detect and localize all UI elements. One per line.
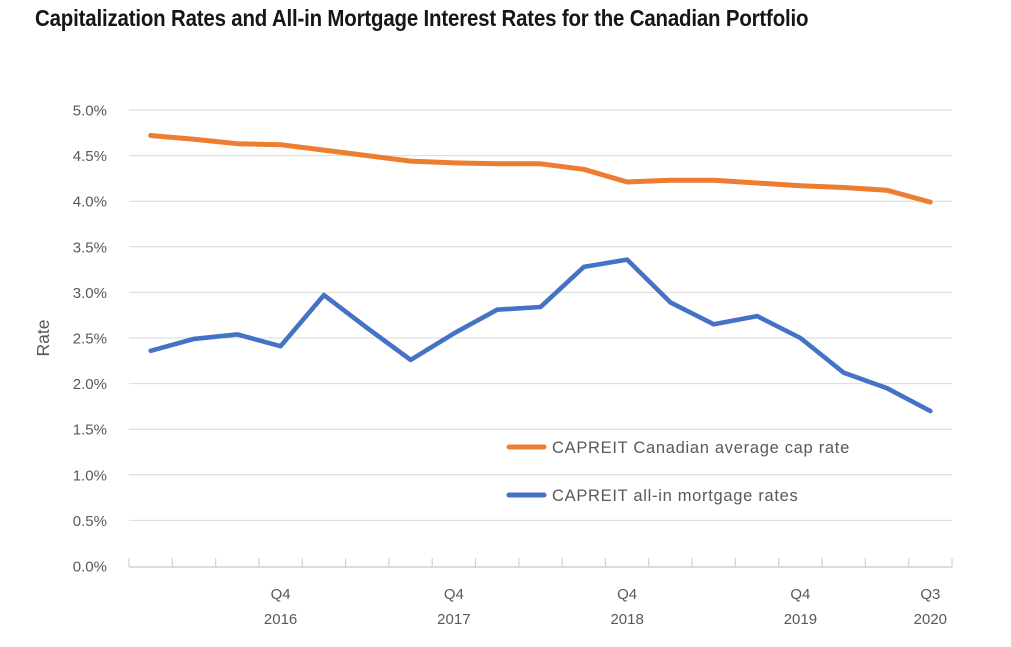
x-tick-label-year: 2020 [914,611,947,628]
x-tick-label-quarter: Q4 [271,586,291,603]
y-tick-label: 5.0% [73,103,107,120]
series-line-cap-rate [148,133,933,205]
y-axis-title: Rate [33,320,53,357]
y-tick-label: 0.0% [73,559,107,576]
y-tick-label: 1.5% [73,422,107,439]
series-line-mortgage-rate [148,257,933,414]
x-tick-label-year: 2017 [437,611,470,628]
x-tick-label-quarter: Q4 [444,586,464,603]
y-tick-label: 2.5% [73,331,107,348]
y-tick-label: 1.0% [73,467,107,484]
legend-label: CAPREIT Canadian average cap rate [552,439,850,457]
legend-item: CAPREIT all-in mortgage rates [506,487,799,505]
legend-item: CAPREIT Canadian average cap rate [506,439,850,457]
y-tick-label: 0.5% [73,513,107,530]
y-tick-label: 2.0% [73,376,107,393]
x-tick-label-year: 2018 [610,611,643,628]
x-tick-label-year: 2016 [264,611,297,628]
x-tick-label-quarter: Q4 [617,586,637,603]
y-tick-label: 3.5% [73,239,107,256]
y-tick-label: 4.0% [73,194,107,211]
x-tick-label-quarter: Q3 [920,586,940,603]
y-tick-label: 3.0% [73,285,107,302]
legend-label: CAPREIT all-in mortgage rates [552,487,799,505]
chart-title: Capitalization Rates and All-in Mortgage… [35,5,809,31]
y-tick-label: 4.5% [73,148,107,165]
x-tick-label-year: 2019 [784,611,817,628]
x-tick-label-quarter: Q4 [790,586,810,603]
